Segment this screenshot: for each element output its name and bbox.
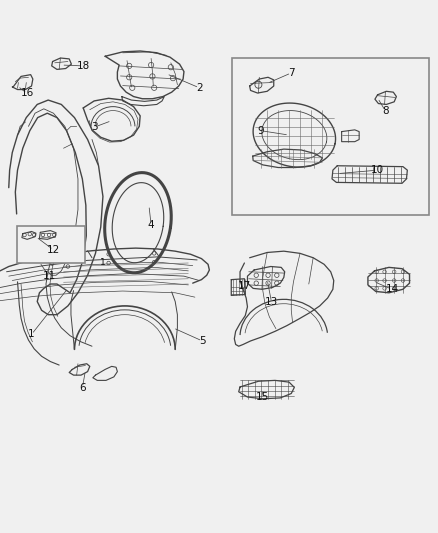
Text: 9: 9: [258, 126, 265, 136]
Text: 3: 3: [91, 122, 98, 132]
Text: 17: 17: [238, 281, 251, 291]
Text: 1: 1: [100, 259, 106, 268]
Text: 7: 7: [288, 68, 295, 78]
Text: 5: 5: [199, 336, 206, 346]
Text: 12: 12: [47, 245, 60, 255]
Text: 8: 8: [382, 106, 389, 116]
Text: 6: 6: [79, 383, 86, 393]
Text: 10: 10: [371, 165, 384, 175]
Text: 14: 14: [385, 284, 399, 294]
Text: 15: 15: [256, 392, 269, 402]
Text: 18: 18: [77, 61, 90, 71]
Text: 11: 11: [42, 271, 56, 281]
Text: 16: 16: [21, 88, 34, 99]
Text: 2: 2: [196, 83, 203, 93]
Bar: [17, 226, 85, 263]
Bar: [232, 59, 429, 215]
Text: 13: 13: [265, 297, 278, 308]
Text: 4: 4: [148, 220, 155, 230]
Text: 1: 1: [28, 329, 35, 340]
